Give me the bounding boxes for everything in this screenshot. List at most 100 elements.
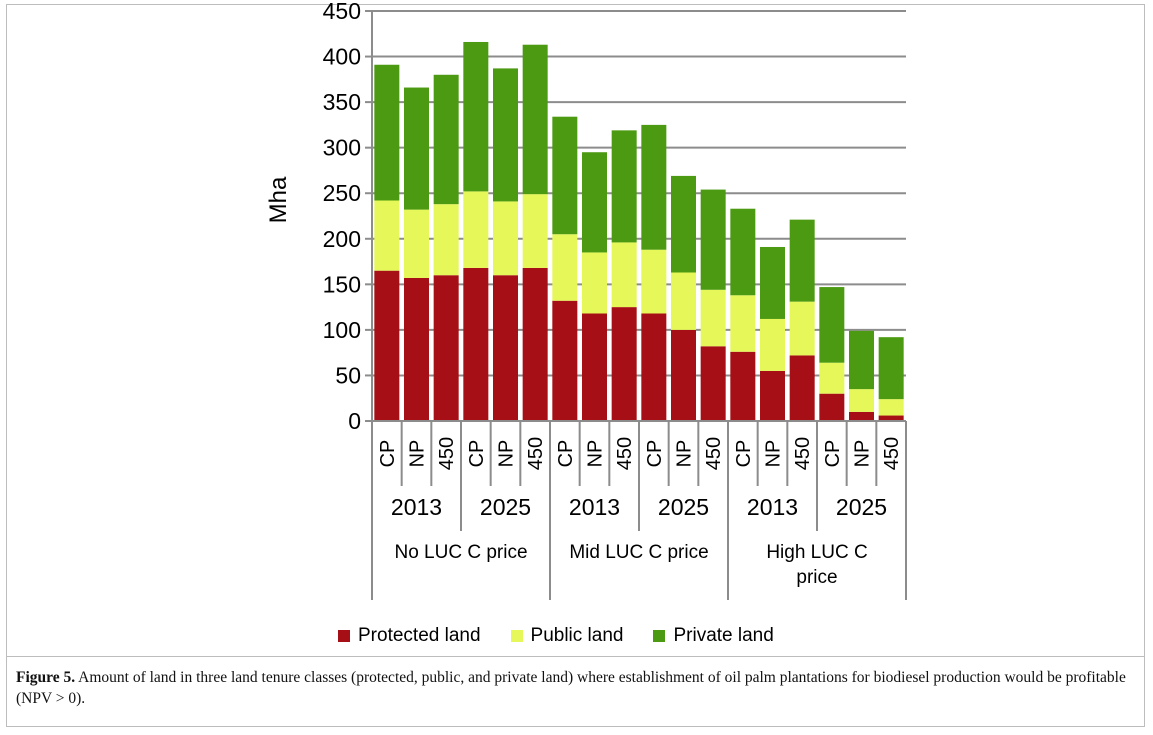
bar-public-land xyxy=(878,399,904,416)
x-scenario-label: CP xyxy=(733,440,755,468)
bar-public-land xyxy=(582,252,607,314)
x-year-label: 2025 xyxy=(480,494,531,520)
y-tick-label: 100 xyxy=(323,317,361,343)
y-tick-label: 200 xyxy=(323,226,361,252)
x-scenario-label: CP xyxy=(377,440,399,468)
bar-public-land xyxy=(433,204,459,276)
bar-protected-land xyxy=(404,277,429,421)
bar-private-land xyxy=(878,337,904,400)
legend: Protected land Public land Private land xyxy=(338,624,774,648)
bar-private-land xyxy=(671,175,696,273)
legend-item-protected: Protected land xyxy=(338,625,481,647)
bar-private-land xyxy=(374,64,400,201)
bar-protected-land xyxy=(582,313,607,421)
bar-protected-land xyxy=(493,275,518,421)
bar-private-land xyxy=(730,208,756,296)
bar-protected-land xyxy=(611,307,637,421)
caption-label: Figure 5. xyxy=(16,669,76,686)
bar-private-land xyxy=(760,246,785,319)
bar-private-land xyxy=(404,87,429,210)
bar-public-land xyxy=(789,301,815,356)
figure-caption: Figure 5. Amount of land in three land t… xyxy=(16,667,1136,709)
caption-text: Amount of land in three land tenure clas… xyxy=(16,669,1126,707)
x-scenario-label: NP xyxy=(407,440,429,468)
x-scenario-label: 450 xyxy=(792,437,814,470)
bar-protected-land xyxy=(760,370,785,421)
bar-protected-land xyxy=(641,313,667,421)
y-axis-title: Mha xyxy=(265,176,292,223)
bar-public-land xyxy=(463,191,489,268)
x-scenario-label: CP xyxy=(644,440,666,468)
y-tick-label: 0 xyxy=(348,408,361,434)
x-year-label: 2013 xyxy=(569,494,620,520)
x-price-label: price xyxy=(796,567,837,588)
bar-private-land xyxy=(849,330,874,390)
x-scenario-label: NP xyxy=(763,440,785,468)
bar-public-land xyxy=(849,389,874,412)
bar-protected-land xyxy=(819,393,845,421)
bar-public-land xyxy=(671,272,696,330)
bar-public-land xyxy=(730,295,756,352)
y-tick-label: 250 xyxy=(323,180,361,206)
bar-private-land xyxy=(552,116,578,235)
y-tick-label: 50 xyxy=(335,362,361,388)
x-scenario-label: CP xyxy=(555,440,577,468)
bar-protected-land xyxy=(552,300,578,421)
x-scenario-label: 450 xyxy=(614,437,636,470)
x-year-label: 2025 xyxy=(836,494,887,520)
bar-protected-land xyxy=(433,275,459,421)
bar-private-land xyxy=(463,41,489,192)
bars xyxy=(374,41,904,421)
bar-private-land xyxy=(641,124,667,250)
bar-protected-land xyxy=(849,411,874,421)
bar-protected-land xyxy=(671,329,696,421)
bar-public-land xyxy=(493,201,518,276)
bar-protected-land xyxy=(700,346,726,421)
bar-public-land xyxy=(819,362,845,394)
bar-public-land xyxy=(404,209,429,278)
x-price-label: High LUC C xyxy=(766,542,867,563)
x-price-label: Mid LUC C price xyxy=(569,542,708,563)
bar-private-land xyxy=(582,152,607,253)
x-scenario-label: 450 xyxy=(881,437,903,470)
x-scenario-label: 450 xyxy=(703,437,725,470)
figure-frame xyxy=(6,4,1145,727)
legend-swatch-public xyxy=(510,630,523,642)
caption-divider xyxy=(6,656,1145,657)
x-axis: CP NP 450 CP NP 450 CP NP 450 CP NP 450 CP NP 450 CP NP 4… xyxy=(371,420,907,600)
x-scenario-label: 450 xyxy=(525,437,547,470)
x-scenario-label: 450 xyxy=(436,437,458,470)
legend-item-private: Private land xyxy=(653,625,774,647)
y-tick-label: 450 xyxy=(323,0,361,24)
bar-private-land xyxy=(433,74,459,205)
bar-protected-land xyxy=(374,270,400,421)
x-year-label: 2013 xyxy=(747,494,798,520)
bar-protected-land xyxy=(789,355,815,421)
x-scenario-label: CP xyxy=(822,440,844,468)
bar-public-land xyxy=(641,249,667,314)
legend-label-protected: Protected land xyxy=(358,625,481,646)
legend-swatch-protected xyxy=(338,630,350,642)
bar-public-land xyxy=(611,242,637,308)
bar-private-land xyxy=(819,287,845,363)
legend-swatch-private xyxy=(653,630,666,642)
bar-protected-land xyxy=(522,267,548,421)
legend-item-public: Public land xyxy=(510,625,624,647)
gridlines xyxy=(372,10,906,377)
y-tick-label: 300 xyxy=(323,135,361,161)
bar-private-land xyxy=(611,130,637,243)
x-scenario-label: NP xyxy=(852,440,874,468)
bar-public-land xyxy=(700,289,726,347)
x-scenario-label: NP xyxy=(585,440,607,468)
x-year-label: 2025 xyxy=(658,494,709,520)
legend-label-public: Public land xyxy=(530,625,624,646)
x-scenario-label: NP xyxy=(674,440,696,468)
y-axis-ticks: 0 50 100 150 200 250 300 350 400 450 xyxy=(323,0,373,434)
bar-protected-land xyxy=(463,267,489,421)
bar-private-land xyxy=(493,68,518,202)
y-tick-label: 150 xyxy=(323,271,361,297)
x-scenario-label: NP xyxy=(496,440,518,468)
bar-private-land xyxy=(700,189,726,290)
x-scenario-label: CP xyxy=(466,440,488,468)
